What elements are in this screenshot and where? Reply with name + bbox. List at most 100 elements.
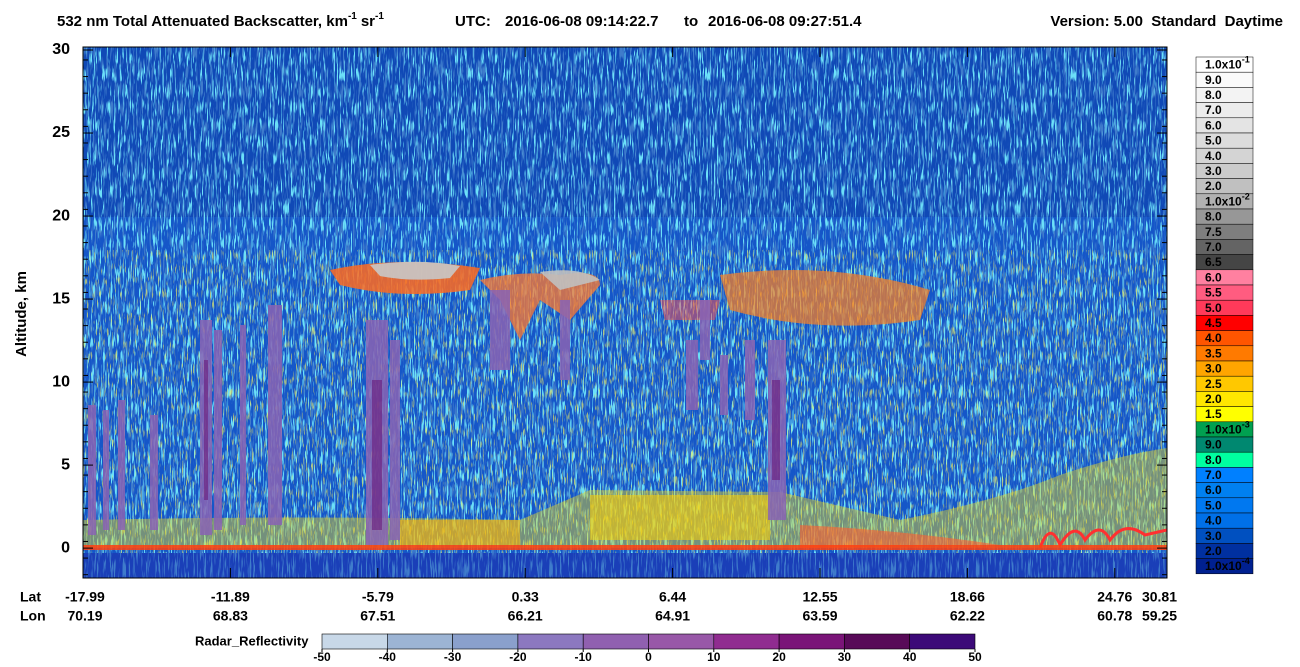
lat-label: 0.33	[512, 589, 539, 605]
title-main: 532 nm Total Attenuated Backscatter, km	[57, 13, 348, 30]
colorbar-label: 5.5	[1205, 286, 1222, 300]
radar-colorbar-box	[517, 633, 584, 650]
y-tick-label: 5	[61, 456, 70, 473]
colorbar-label: 6.0	[1205, 271, 1222, 285]
colorbar-label-text: 3.0	[1205, 164, 1222, 178]
colorbar-label-text: 6.0	[1205, 483, 1222, 497]
colorbar-label-text: 8.0	[1205, 88, 1222, 102]
colorbar-label-exp: -1	[1242, 55, 1250, 65]
colorbar-label-text: 2.5	[1205, 377, 1222, 391]
colorbar-label: 1.0x10-1	[1205, 55, 1250, 72]
colorbar-label-text: 3.0	[1205, 362, 1222, 376]
colorbar-label-text: 4.5	[1205, 316, 1222, 330]
colorbar-label-text: 4.0	[1205, 514, 1222, 528]
colorbar-label-text: 1.0x10	[1205, 559, 1242, 573]
colorbar-label: 7.5	[1205, 225, 1222, 239]
radar-tick-label: 30	[838, 650, 852, 664]
colorbar-label-text: 1.0x10	[1205, 423, 1242, 437]
radar-colorbar-box	[909, 633, 976, 650]
radar-tick-label: 40	[903, 650, 917, 664]
radar-colorbar-box	[844, 633, 911, 650]
colorbar-label: 2.5	[1205, 377, 1222, 391]
radar-colorbar-box	[386, 633, 453, 650]
colorbar-label: 3.0	[1205, 362, 1222, 376]
colorbar-label: 9.0	[1205, 438, 1222, 452]
radar-tick-label: 0	[645, 650, 652, 664]
backscatter-image	[83, 47, 1167, 578]
title: 532 nm Total Attenuated Backscatter, km -…	[57, 11, 1283, 30]
radar-tick-label: 10	[707, 650, 721, 664]
colorbar-label: 1.0x10-3	[1205, 420, 1250, 437]
colorbar-label: 9.0	[1205, 73, 1222, 87]
radar-tick-label: -30	[444, 650, 462, 664]
radar-tick-label: -50	[313, 650, 331, 664]
y-tick-label: 25	[52, 124, 70, 141]
colorbar-label-text: 9.0	[1205, 73, 1222, 87]
colorbar-label: 4.0	[1205, 149, 1222, 163]
radar-colorbar-box	[778, 633, 845, 650]
colorbar-label-text: 1.0x10	[1205, 195, 1242, 209]
colorbar-label: 8.0	[1205, 88, 1222, 102]
radar-colorbar-box	[582, 633, 649, 650]
lon-label: 64.91	[655, 608, 690, 624]
radar-tick-label: -10	[575, 650, 593, 664]
colorbar-label-text: 8.0	[1205, 453, 1222, 467]
colorbar-label-text: 5.5	[1205, 286, 1222, 300]
lat-label: -5.79	[362, 589, 394, 605]
lon-label: 70.19	[67, 608, 102, 624]
to-label: to	[684, 13, 698, 30]
colorbar-label-exp: -3	[1242, 420, 1250, 430]
y-axis-label: Altitude, km	[13, 271, 30, 357]
radar-label: Radar_Reflectivity	[195, 633, 309, 648]
colorbar-label-text: 7.0	[1205, 103, 1222, 117]
colorbar-label: 3.5	[1205, 347, 1222, 361]
lat-label: -11.89	[211, 589, 250, 605]
version: Version: 5.00 Standard Daytime	[1050, 13, 1283, 30]
y-axis: 0 5 10 15 20 25 30 Altitude, km	[13, 41, 1167, 576]
lat-label: 6.44	[659, 589, 686, 605]
colorbar-label: 1.0x10-2	[1205, 192, 1250, 209]
colorbar-label: 3.0	[1205, 529, 1222, 543]
lat-label: 24.76	[1097, 589, 1132, 605]
colorbar-label: 4.5	[1205, 316, 1222, 330]
colorbar-label-text: 3.0	[1205, 529, 1222, 543]
colorbar-label: 1.5	[1205, 407, 1222, 421]
colorbar-label-text: 5.0	[1205, 134, 1222, 148]
lon-label: 60.78	[1097, 608, 1132, 624]
y-tick-label: 0	[61, 539, 70, 556]
lon-label: 68.83	[213, 608, 248, 624]
colorbar-label-text: 7.0	[1205, 240, 1222, 254]
lat-label: 30.81	[1142, 589, 1177, 605]
colorbar-label-text: 7.0	[1205, 468, 1222, 482]
colorbar-label-text: 2.0	[1205, 544, 1222, 558]
colorbar-label-text: 2.0	[1205, 392, 1222, 406]
colorbar-label: 5.0	[1205, 301, 1222, 315]
colorbar: 1.0x10-19.08.07.06.05.04.03.02.01.0x10-2…	[1195, 55, 1254, 575]
colorbar-label: 1.0x10-4	[1205, 557, 1250, 574]
lon-label: 66.21	[508, 608, 543, 624]
start-time: 2016-06-08 09:14:22.7	[505, 13, 658, 30]
colorbar-label-text: 6.0	[1205, 119, 1222, 133]
colorbar-label-exp: -2	[1242, 192, 1250, 202]
colorbar-label-text: 1.0x10	[1205, 58, 1242, 72]
colorbar-label-text: 4.0	[1205, 149, 1222, 163]
y-tick-label: 20	[52, 207, 70, 224]
lat-label: -17.99	[65, 589, 105, 605]
colorbar-label-text: 5.0	[1205, 301, 1222, 315]
lon-label: 59.25	[1142, 608, 1177, 624]
radar-colorbar-box	[452, 633, 519, 650]
colorbar-label: 2.0	[1205, 392, 1222, 406]
y-tick-label: 30	[52, 41, 70, 58]
colorbar-label: 7.0	[1205, 240, 1222, 254]
colorbar-label: 6.0	[1205, 483, 1222, 497]
colorbar-label-text: 2.0	[1205, 179, 1222, 193]
title-exp: -1	[375, 11, 384, 22]
row-label: Lon	[20, 608, 46, 624]
colorbar-label: 3.0	[1205, 164, 1222, 178]
utc-label: UTC:	[455, 13, 491, 30]
colorbar-label-text: 4.0	[1205, 331, 1222, 345]
row-label: Lat	[20, 589, 41, 605]
radar-colorbar: Radar_Reflectivity -50 -40 -30 -20 -10 0 10 20 30…	[195, 633, 982, 664]
colorbar-label-exp: -4	[1242, 557, 1250, 567]
